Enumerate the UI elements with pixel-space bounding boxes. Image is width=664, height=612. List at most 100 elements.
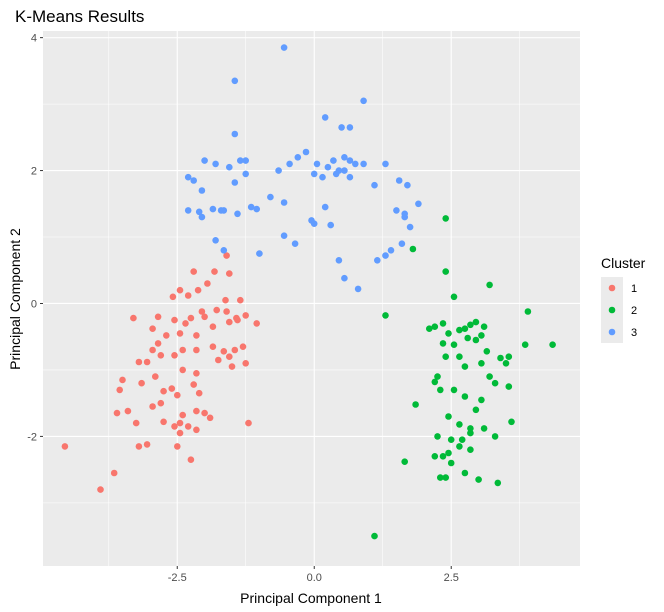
cluster-3-point <box>217 207 225 214</box>
cluster-2-point <box>456 353 463 361</box>
x-axis-title: Principal Component 1 <box>240 590 382 606</box>
cluster-3-point <box>341 274 348 282</box>
legend: Cluster 1 2 3 <box>601 255 646 343</box>
cluster-2-point <box>431 453 439 460</box>
cluster-1-point <box>171 316 178 324</box>
legend-title: Cluster <box>601 255 646 271</box>
cluster-1-point <box>130 314 137 322</box>
cluster-1-point <box>174 443 181 450</box>
cluster-2-point <box>508 418 515 426</box>
x-tick-label: -2.5 <box>168 572 187 584</box>
cluster-2-point <box>442 353 450 361</box>
cluster-2-point <box>450 293 458 301</box>
cluster-2-point <box>467 321 474 329</box>
cluster-2-point <box>461 325 469 333</box>
cluster-1-point <box>193 426 200 434</box>
cluster-1-point <box>176 429 184 437</box>
cluster-1-point <box>193 332 200 339</box>
legend-label-2: 2 <box>631 305 637 317</box>
cluster-3-point <box>374 257 381 264</box>
cluster-1-point <box>215 356 222 364</box>
cluster-3-point <box>341 167 348 174</box>
cluster-1-point <box>223 308 230 315</box>
cluster-1-point <box>226 353 233 361</box>
y-tick-label: 4 <box>31 33 37 45</box>
cluster-3-point <box>302 148 310 156</box>
cluster-1-point <box>152 373 159 380</box>
cluster-3-point <box>415 200 422 208</box>
legend-label-1: 1 <box>631 283 637 295</box>
minor-gridlines <box>43 31 580 566</box>
cluster-3-point <box>231 130 239 138</box>
cluster-1-point <box>154 313 162 321</box>
cluster-1-point <box>149 325 156 333</box>
cluster-1-point <box>182 320 189 327</box>
cluster-1-point <box>119 376 126 384</box>
cluster-1-point <box>154 340 162 347</box>
cluster-2-point <box>483 348 491 355</box>
x-axis-ticks: -2.5 0.0 2.5 <box>168 566 459 584</box>
cluster-2-point <box>439 340 447 347</box>
cluster-1-point <box>168 385 176 392</box>
cluster-2-point <box>445 413 452 420</box>
y-axis-title: Principal Component 2 <box>7 228 23 370</box>
cluster-2-point <box>502 360 510 367</box>
cluster-1-point <box>184 292 192 299</box>
cluster-1-point <box>201 313 208 321</box>
cluster-1-point <box>61 443 69 450</box>
cluster-3-point <box>346 124 354 131</box>
cluster-2-point <box>549 341 556 349</box>
cluster-3-point <box>242 157 249 164</box>
y-tick-label: 0 <box>31 298 37 310</box>
cluster-2-point <box>497 354 504 362</box>
cluster-1-point <box>163 332 170 339</box>
cluster-3-point <box>280 232 288 239</box>
legend-swatch-1 <box>608 284 616 292</box>
cluster-2-point <box>409 245 417 253</box>
cluster-1-point <box>209 343 217 351</box>
cluster-1-point <box>160 387 167 395</box>
cluster-2-point <box>456 326 463 334</box>
cluster-1-point <box>135 443 143 450</box>
cluster-1-point <box>253 320 260 327</box>
cluster-1-point <box>124 407 132 415</box>
cluster-2-point <box>431 323 439 331</box>
cluster-1-point <box>143 441 151 448</box>
cluster-3-point <box>395 177 403 184</box>
cluster-1-point <box>190 268 197 275</box>
plot-panel <box>43 31 580 566</box>
cluster-2-point <box>401 458 409 466</box>
cluster-3-point <box>327 221 335 229</box>
cluster-2-point <box>467 425 474 432</box>
cluster-2-point <box>472 336 480 344</box>
cluster-2-point <box>442 268 450 275</box>
cluster-1-point <box>187 456 195 464</box>
cluster-2-point <box>439 453 447 460</box>
cluster-3-point <box>209 205 217 213</box>
cluster-3-point <box>321 203 329 211</box>
cluster-1-point <box>245 419 252 427</box>
cluster-3-point <box>371 181 378 189</box>
cluster-1-point <box>204 280 211 287</box>
cluster-2-point <box>478 360 485 367</box>
cluster-1-point <box>194 286 202 294</box>
cluster-1-point <box>213 306 220 314</box>
cluster-3-point <box>212 237 219 244</box>
cluster-3-point <box>310 170 318 178</box>
x-tick-label: 2.5 <box>444 572 459 584</box>
cluster-3-point <box>267 193 274 201</box>
cluster-2-point <box>505 353 513 361</box>
cluster-3-point <box>324 163 332 171</box>
cluster-1-point <box>149 403 156 410</box>
cluster-1-point <box>171 352 178 359</box>
cluster-2-point <box>445 449 452 457</box>
cluster-2-point <box>445 330 452 337</box>
cluster-1-point <box>179 411 186 419</box>
cluster-3-point <box>341 154 348 161</box>
cluster-1-point <box>149 346 156 354</box>
cluster-2-point <box>461 469 469 477</box>
cluster-3-point <box>354 285 362 293</box>
cluster-1-point <box>237 296 244 304</box>
cluster-3-point <box>198 213 206 221</box>
cluster-2-point <box>382 312 389 319</box>
